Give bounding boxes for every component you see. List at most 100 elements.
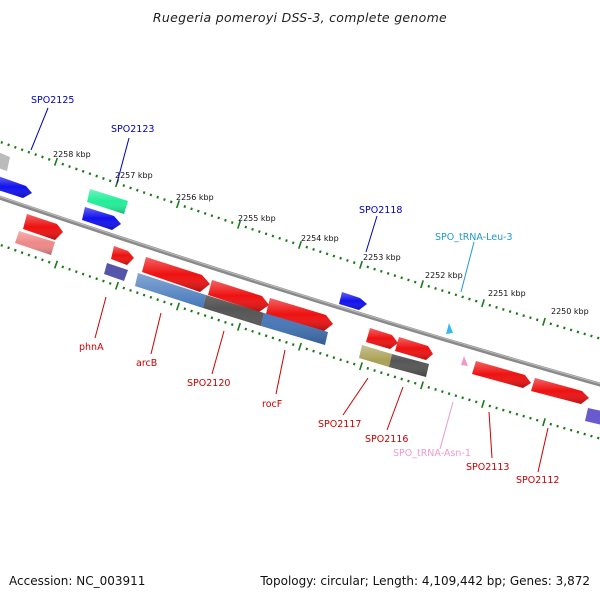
ruler-tick-minor — [346, 360, 349, 364]
ruler-tick-minor — [352, 261, 356, 265]
ruler-tick-minor — [203, 211, 207, 215]
ruler-tick-minor — [515, 312, 519, 316]
ruler-tick-minor — [434, 287, 437, 290]
ruler-label-2258: 2258 kbp — [53, 150, 91, 159]
ruler-tick-minor — [68, 267, 71, 271]
ruler-tick-minor — [244, 225, 248, 229]
ruler-tick-major — [175, 302, 181, 311]
ruler-tick-minor — [251, 329, 254, 333]
ruler-tick-major — [359, 362, 363, 371]
ruler-tick-minor — [258, 230, 261, 234]
ruler-tick-minor — [34, 255, 38, 259]
label-spo2120[interactable]: SPO2120 — [187, 378, 230, 389]
ruler-labels: 2258 kbp 2257 kbp 2256 kbp 2255 kbp 2254… — [53, 150, 589, 316]
label-spo2116[interactable]: SPO2116 — [365, 434, 408, 445]
ruler-tick-minor — [366, 265, 370, 269]
gene-gray[interactable] — [0, 152, 10, 171]
ruler-tick-minor — [135, 291, 139, 295]
ruler-tick-minor — [441, 289, 444, 293]
ruler-tick-minor — [352, 362, 356, 366]
map-title: Ruegeria pomeroyi DSS-3, complete genome — [152, 10, 448, 25]
ruler-tick-minor — [569, 328, 573, 332]
ruler-tick-minor — [95, 174, 99, 178]
ruler-tick-minor — [0, 243, 4, 247]
ruler-tick-major — [114, 281, 120, 290]
ruler-tick-minor — [291, 241, 295, 245]
ruler-outer — [0, 140, 600, 340]
label-leaders — [30, 107, 549, 473]
ruler-tick-minor — [427, 385, 431, 389]
label-rocf[interactable]: rocF — [262, 399, 282, 410]
label-spo2117[interactable]: SPO2117 — [318, 419, 361, 430]
ruler-tick-minor — [393, 274, 397, 278]
ruler-tick-minor — [400, 276, 403, 280]
ruler-label-2252: 2252 kbp — [425, 271, 463, 280]
ruler-tick-minor — [400, 377, 403, 381]
gene-purple-right[interactable] — [585, 408, 600, 425]
ruler-tick-minor — [569, 428, 573, 432]
ruler-tick-minor — [590, 434, 593, 438]
label-trna-asn-1[interactable]: SPO_tRNA-Asn-1 — [393, 448, 471, 459]
label-trna-leu-3[interactable]: SPO_tRNA-Leu-3 — [435, 232, 513, 243]
ruler-tick-minor — [278, 236, 281, 240]
ruler-tick-minor — [122, 286, 126, 290]
ruler-tick-minor — [68, 165, 71, 169]
ruler-tick-minor — [319, 351, 322, 355]
label-spo2123[interactable]: SPO2123 — [111, 124, 154, 135]
ruler-tick-minor — [386, 272, 390, 275]
ruler-tick-minor — [129, 288, 132, 292]
ruler-tick-minor — [488, 303, 492, 307]
ruler-label-2254: 2254 kbp — [301, 234, 339, 243]
ruler-tick-major — [542, 317, 546, 326]
label-spo2125[interactable]: SPO2125 — [31, 95, 74, 106]
ruler-tick-minor — [271, 234, 275, 238]
ruler-tick-minor — [163, 300, 166, 304]
ruler-tick-minor — [13, 248, 17, 252]
ruler-tick-minor — [447, 291, 451, 295]
ruler-tick-major — [53, 260, 59, 269]
ruler-tick-minor — [61, 162, 65, 166]
label-arcb[interactable]: arcB — [136, 358, 157, 369]
ruler-tick-minor — [502, 308, 505, 311]
ruler-label-2250: 2250 kbp — [551, 307, 589, 316]
ruler-label-2257: 2257 kbp — [115, 171, 153, 180]
label-spo2112[interactable]: SPO2112 — [516, 475, 559, 486]
ruler-tick-minor — [474, 299, 478, 303]
ruler-tick-minor — [596, 436, 600, 440]
ruler-tick-minor — [474, 400, 478, 404]
ruler-tick-minor — [108, 281, 112, 285]
ruler-tick-minor — [447, 392, 451, 396]
ruler-tick-minor — [149, 193, 153, 197]
trna-asn-1[interactable] — [461, 356, 468, 366]
ruler-tick-minor — [339, 358, 342, 362]
ruler-tick-minor — [556, 424, 559, 428]
ruler-tick-minor — [427, 284, 431, 288]
ruler-tick-minor — [549, 422, 553, 426]
ruler-tick-minor — [197, 311, 200, 315]
ruler-tick-minor — [305, 245, 309, 249]
ruler-tick-minor — [217, 216, 220, 220]
ruler-tick-minor — [102, 279, 105, 283]
label-spo2113[interactable]: SPO2113 — [466, 462, 509, 473]
ruler-label-2253: 2253 kbp — [363, 253, 401, 262]
ruler-tick-minor — [81, 272, 85, 276]
ruler-tick-major — [236, 322, 242, 331]
gene-phna[interactable] — [104, 263, 128, 281]
ruler-tick-minor — [434, 388, 437, 391]
ruler-tick-minor — [61, 265, 65, 269]
ruler-tick-minor — [264, 334, 268, 338]
ruler-tick-minor — [34, 153, 38, 157]
ruler-tick-minor — [230, 323, 234, 327]
ruler-inner — [0, 243, 600, 440]
ruler-tick-major — [420, 381, 424, 390]
ruler-tick-minor — [332, 356, 336, 360]
label-spo2118[interactable]: SPO2118 — [359, 205, 402, 216]
ruler-tick-minor — [183, 205, 187, 208]
trna-leu-3[interactable] — [446, 323, 453, 334]
ruler-tick-minor — [346, 258, 349, 262]
ruler-tick-minor — [502, 408, 505, 412]
ruler-tick-minor — [380, 371, 383, 375]
label-phna[interactable]: phnA — [79, 342, 104, 353]
ruler-tick-minor — [596, 336, 600, 340]
ruler-tick-minor — [190, 309, 193, 313]
